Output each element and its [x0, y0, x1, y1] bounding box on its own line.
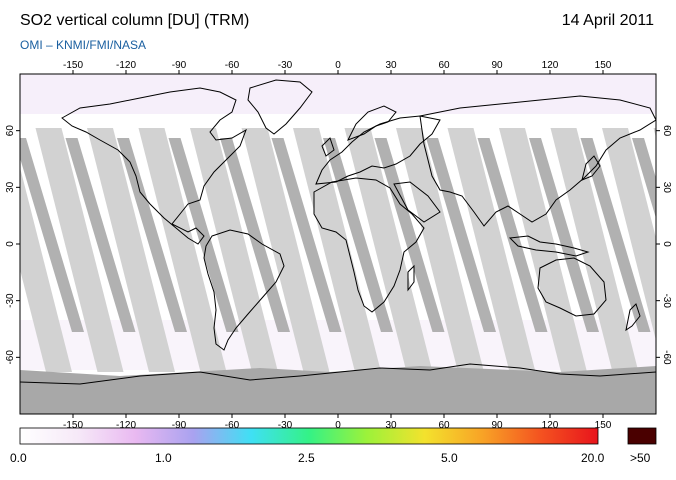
coast-new-zealand [625, 303, 641, 332]
lon-label-top: 60 [438, 60, 450, 71]
overlap-swath [632, 138, 656, 219]
lon-label-top: 30 [385, 60, 397, 71]
lon-label-top: 120 [542, 60, 559, 71]
lat-label-right: -60 [661, 350, 672, 365]
lon-label-top: -60 [225, 60, 240, 71]
coastlines [20, 79, 656, 385]
lat-label-right: 30 [661, 182, 672, 194]
colorbar-label-overflow: >50 [630, 451, 651, 465]
lon-label-top: 150 [595, 60, 612, 71]
no-data-swath [35, 128, 124, 372]
colorbar-label-4: 20.0 [581, 451, 605, 465]
lon-label-bottom: 150 [595, 420, 612, 431]
lon-label-top: -120 [116, 60, 136, 71]
no-data-swath [602, 128, 656, 341]
coast-british-isles [321, 137, 335, 157]
lon-label-bottom: -150 [63, 420, 83, 431]
coast-asia [419, 95, 656, 227]
lat-label-left: -30 [5, 293, 16, 308]
arctic-noise [20, 74, 656, 114]
coast-greenland [247, 79, 313, 135]
overlap-swath [65, 138, 136, 332]
map-date: 14 April 2011 [561, 12, 654, 29]
no-data-swath [447, 128, 536, 372]
lat-label-left: 0 [5, 241, 16, 247]
overlap-swath [323, 138, 393, 332]
no-data-swath [653, 128, 656, 138]
lon-label-bottom: 60 [438, 420, 450, 431]
lon-label-bottom: 30 [385, 420, 397, 431]
lat-labels-left: 60 30 0 -30 -60 [5, 125, 16, 365]
lat-label-left: 60 [5, 125, 16, 137]
overlap-swath [580, 138, 651, 332]
lon-label-top: 0 [335, 60, 341, 71]
lon-label-top: 90 [491, 60, 503, 71]
data-credit: OMI – KNMI/FMI/NASA [20, 38, 147, 52]
no-data-swath [396, 128, 484, 372]
colorbar-label-2: 2.5 [298, 451, 315, 465]
coast-arabia [393, 181, 441, 223]
overlap-swath [374, 138, 445, 332]
lon-label-bottom: 120 [542, 420, 559, 431]
no-data-swath [138, 128, 227, 372]
lon-label-bottom: -60 [225, 420, 240, 431]
no-data-swath [550, 128, 639, 372]
lon-label-bottom: 90 [491, 420, 503, 431]
lat-label-right: 60 [661, 125, 672, 137]
no-data-swath [190, 128, 278, 372]
coast-madagascar [407, 264, 415, 292]
lon-label-top: -30 [278, 60, 293, 71]
coast-australia [537, 257, 607, 317]
coast-north-america [61, 87, 247, 245]
coast-antarctica [20, 363, 656, 385]
no-data-swath [344, 128, 433, 372]
axis-ticks [16, 70, 660, 418]
lat-label-right: 0 [661, 241, 672, 247]
lon-label-bottom: -90 [172, 420, 187, 431]
coast-europe [315, 115, 441, 185]
overlap-swath [529, 138, 599, 332]
colorbar-label-0: 0.0 [10, 451, 27, 465]
coast-japan [581, 155, 601, 181]
lon-label-bottom: -120 [116, 420, 136, 431]
overlap-swath [117, 138, 187, 332]
lat-label-right: -30 [661, 293, 672, 308]
no-data-swath [293, 128, 381, 372]
map-title: SO2 vertical column [DU] (TRM) [20, 12, 250, 29]
overlap-swath [20, 138, 84, 332]
lon-label-bottom: -30 [278, 420, 293, 431]
coast-africa [313, 177, 425, 313]
colorbar-overflow-swatch [627, 427, 657, 445]
colorbar-label-1: 1.0 [155, 451, 172, 465]
no-data-swath [20, 167, 72, 372]
overlap-swath [426, 138, 496, 332]
lat-label-left: 30 [5, 181, 16, 193]
orbit-swaths [20, 128, 656, 372]
lon-label-bottom: 0 [335, 420, 341, 431]
lon-label-top: -150 [63, 60, 83, 71]
overlap-swath [220, 138, 290, 332]
colorbar-label-3: 5.0 [441, 451, 458, 465]
coast-indonesia [508, 235, 590, 257]
no-data-swath [87, 128, 175, 372]
map-area [20, 74, 656, 414]
overlap-swath [477, 138, 548, 332]
colorbar [19, 427, 599, 445]
lon-label-top: -90 [172, 60, 187, 71]
lat-labels-right: 60 30 0 -30 -60 [661, 125, 672, 365]
lat-label-left: -60 [5, 350, 16, 365]
no-data-swath [241, 128, 330, 372]
antarctica-no-data [20, 366, 656, 414]
overlap-swath [271, 138, 342, 332]
coast-south-america [203, 229, 285, 351]
lon-labels-top: -150 -120 -90 -60 -30 0 30 60 90 120 150 [63, 60, 612, 71]
lon-labels-bottom: -150 -120 -90 -60 -30 0 30 60 90 120 150 [63, 420, 612, 431]
coast-scandinavia [346, 105, 397, 141]
